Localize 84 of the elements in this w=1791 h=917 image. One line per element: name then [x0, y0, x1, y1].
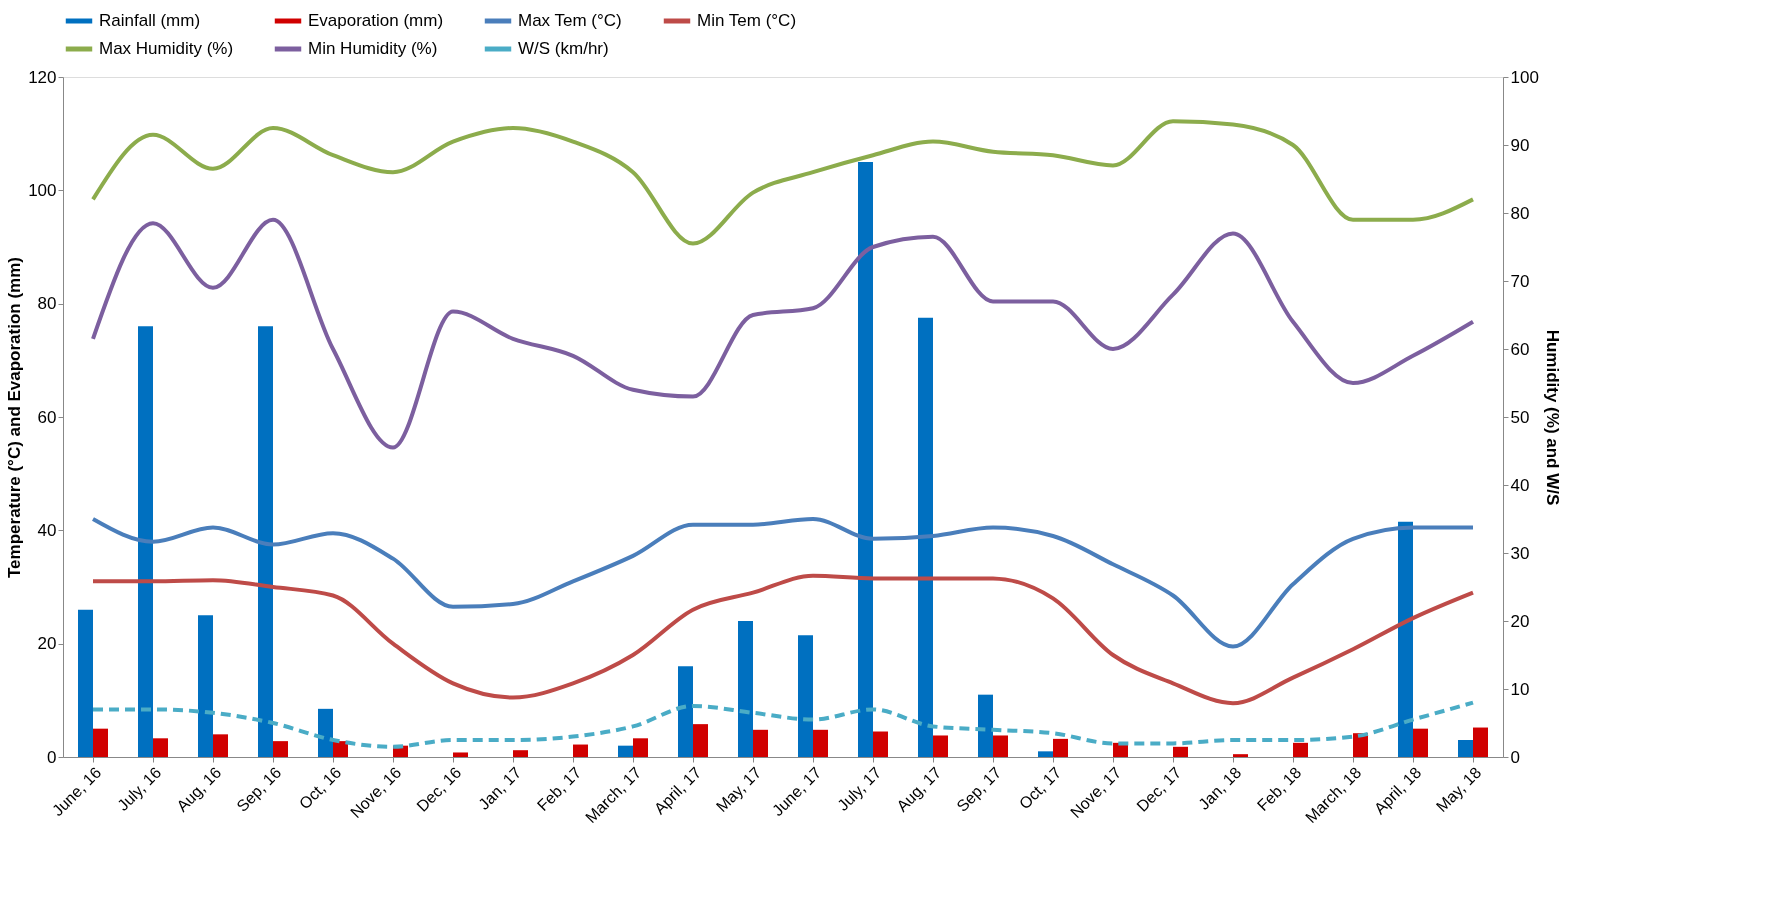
bar [138, 326, 153, 757]
bar [633, 738, 648, 757]
bar [933, 735, 948, 757]
x-tick-label: Jan, 17 [475, 763, 525, 813]
legend-label: Max Humidity (%) [99, 39, 234, 58]
bar [1233, 754, 1248, 757]
x-tick-label: Feb, 18 [1253, 763, 1305, 815]
bar [1053, 738, 1068, 757]
bar [273, 741, 288, 757]
x-tick-label: Sep, 16 [233, 763, 285, 815]
y2-tick-label: 60 [1510, 339, 1530, 359]
y-tick-label: 0 [47, 747, 57, 767]
bar [918, 317, 933, 757]
y2-axis-title: Humidity (%) and W/S [1542, 329, 1562, 506]
x-tick-label: Feb, 17 [533, 763, 585, 815]
x-tick-label: Oct, 17 [1015, 763, 1065, 813]
y-tick-label: 120 [28, 67, 57, 87]
bar [858, 162, 873, 757]
y2-tick-label: 20 [1510, 611, 1530, 631]
y2-tick-label: 40 [1510, 475, 1530, 495]
y2-tick-label: 30 [1510, 543, 1530, 563]
y2-tick-label: 10 [1510, 679, 1530, 699]
y2-tick-label: 0 [1510, 747, 1520, 767]
bar [798, 635, 813, 757]
x-tick-label: Dec, 16 [413, 763, 465, 815]
x-tick-label: Dec, 17 [1133, 763, 1185, 815]
bar [1473, 727, 1488, 757]
line-series [91, 517, 1475, 649]
bar [993, 735, 1008, 757]
bar [453, 752, 468, 757]
y2-tick-label: 80 [1510, 203, 1530, 223]
bar [153, 738, 168, 757]
y-tick-label: 40 [37, 520, 57, 540]
bar [573, 744, 588, 757]
x-tick-label: Aug, 16 [173, 763, 225, 815]
bar [678, 666, 693, 757]
x-tick-label: Jan, 18 [1195, 763, 1245, 813]
bar [93, 728, 108, 757]
bar [258, 326, 273, 757]
bar [978, 694, 993, 757]
bar [318, 708, 333, 757]
y2-tick-label: 90 [1510, 135, 1530, 155]
bar [813, 729, 828, 757]
bar [213, 734, 228, 757]
legend-label: Min Humidity (%) [308, 39, 438, 58]
x-tick-label: July, 17 [834, 763, 885, 814]
bar [618, 745, 633, 757]
bar [1458, 740, 1473, 757]
y2-tick-label: 70 [1510, 271, 1530, 291]
line-series [91, 119, 1475, 246]
legend-label: Max Tem (°C) [518, 11, 622, 30]
line-series [91, 217, 1475, 450]
y-tick-label: 20 [37, 634, 57, 654]
bar [78, 609, 93, 757]
legend-label: Min Tem (°C) [697, 11, 797, 30]
y-tick-label: 100 [28, 180, 57, 200]
line-series [91, 700, 1475, 749]
legend-label: Evaporation (mm) [308, 11, 444, 30]
legend-label: W/S (km/hr) [518, 39, 609, 58]
y2-tick-label: 50 [1510, 407, 1530, 427]
y-tick-label: 60 [37, 407, 57, 427]
bar [513, 750, 528, 757]
x-tick-label: May, 17 [712, 763, 765, 816]
bar [693, 724, 708, 757]
y-axis-title: Temperature (°C) and Evaporation (mm) [5, 256, 25, 579]
legend-label: Rainfall (mm) [99, 11, 201, 30]
y-tick-label: 80 [37, 294, 57, 314]
x-tick-label: Sep, 17 [953, 763, 1005, 815]
bar [873, 731, 888, 757]
bar [738, 621, 753, 757]
bar [1413, 728, 1428, 757]
x-tick-label: Aug, 17 [893, 763, 945, 815]
bar [753, 729, 768, 757]
line-series [91, 573, 1475, 706]
x-tick-label: May, 18 [1432, 763, 1485, 816]
x-tick-label: July, 16 [114, 763, 165, 814]
y2-tick-label: 100 [1510, 67, 1539, 87]
bar [1398, 521, 1413, 757]
bar [198, 615, 213, 757]
x-tick-label: Oct, 16 [295, 763, 345, 813]
bar [1293, 742, 1308, 757]
bar [333, 741, 348, 757]
bar [1173, 746, 1188, 757]
bar [1038, 751, 1053, 757]
